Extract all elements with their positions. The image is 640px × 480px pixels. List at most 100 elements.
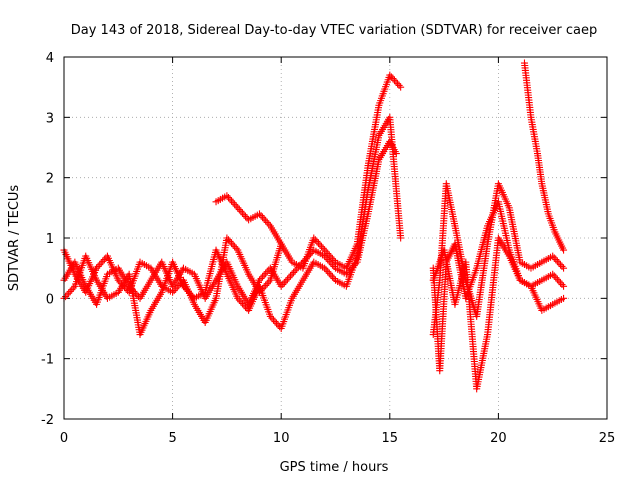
data-point bbox=[240, 211, 248, 219]
data-point bbox=[255, 276, 263, 284]
plot-frame bbox=[63, 56, 608, 420]
data-point bbox=[114, 276, 122, 284]
data-point bbox=[263, 280, 271, 288]
y-axis-label: SDTVAR / TECUs bbox=[7, 185, 22, 292]
data-point bbox=[228, 197, 236, 205]
data-point bbox=[386, 71, 394, 79]
data-point bbox=[324, 268, 332, 276]
data-point bbox=[175, 281, 183, 289]
data-point bbox=[552, 274, 560, 282]
y-tick-label: 4 bbox=[46, 51, 54, 66]
data-point bbox=[238, 209, 246, 217]
data-point bbox=[170, 287, 178, 295]
grid-lines bbox=[64, 57, 607, 419]
data-point bbox=[97, 259, 105, 267]
series-track-g bbox=[429, 234, 568, 393]
data-point bbox=[392, 78, 400, 86]
data-point bbox=[290, 268, 298, 276]
data-point bbox=[285, 274, 293, 282]
data-point bbox=[242, 303, 250, 311]
data-point bbox=[223, 192, 231, 200]
y-tick-label: 2 bbox=[46, 172, 54, 187]
x-tick-label: 25 bbox=[599, 431, 616, 446]
data-point bbox=[390, 76, 398, 84]
data-point bbox=[549, 252, 557, 260]
data-point bbox=[66, 287, 74, 295]
x-tick-label: 5 bbox=[168, 431, 176, 446]
data-point bbox=[234, 204, 242, 212]
data-point bbox=[397, 83, 405, 91]
data-point bbox=[560, 282, 568, 290]
data-point bbox=[238, 300, 246, 308]
data-point bbox=[311, 236, 319, 244]
data-point bbox=[291, 267, 299, 275]
data-point bbox=[257, 275, 265, 283]
data-point bbox=[186, 289, 194, 297]
data-point bbox=[287, 272, 295, 280]
x-tick-label: 0 bbox=[60, 431, 68, 446]
data-point bbox=[274, 321, 282, 329]
data-points bbox=[60, 59, 568, 393]
data-point bbox=[69, 284, 77, 292]
data-point bbox=[282, 277, 290, 285]
data-point bbox=[226, 195, 234, 203]
data-point bbox=[314, 239, 322, 247]
data-point bbox=[324, 250, 332, 258]
data-point bbox=[560, 294, 568, 302]
data-point bbox=[224, 193, 232, 201]
data-point bbox=[313, 237, 321, 245]
data-point bbox=[235, 296, 243, 304]
data-point bbox=[257, 212, 265, 220]
data-point bbox=[328, 255, 336, 263]
data-point bbox=[552, 256, 560, 264]
data-point bbox=[280, 279, 288, 287]
data-point bbox=[232, 244, 240, 252]
data-point bbox=[187, 291, 195, 299]
data-point bbox=[558, 262, 566, 270]
data-point bbox=[325, 269, 333, 277]
data-point bbox=[265, 278, 273, 286]
data-point bbox=[232, 202, 240, 210]
y-tick-label: -1 bbox=[41, 353, 54, 368]
data-point bbox=[265, 220, 273, 228]
data-point bbox=[183, 286, 191, 294]
data-point bbox=[169, 288, 177, 296]
data-point bbox=[279, 281, 287, 289]
data-point bbox=[99, 257, 107, 265]
data-point bbox=[327, 271, 335, 279]
data-point bbox=[133, 291, 141, 299]
data-point bbox=[269, 316, 277, 324]
chart-title: Day 143 of 2018, Sidereal Day-to-day VTE… bbox=[71, 23, 598, 38]
data-point bbox=[322, 266, 330, 274]
data-point bbox=[224, 236, 232, 244]
data-point bbox=[240, 301, 248, 309]
data-point bbox=[560, 264, 568, 272]
data-point bbox=[277, 282, 285, 290]
data-point bbox=[68, 286, 76, 294]
data-point bbox=[231, 200, 239, 208]
data-point bbox=[288, 270, 296, 278]
series-track-c bbox=[60, 113, 405, 339]
data-point bbox=[184, 287, 192, 295]
data-point bbox=[387, 73, 395, 81]
data-point bbox=[556, 261, 564, 269]
data-point bbox=[228, 239, 236, 247]
data-point bbox=[268, 314, 276, 322]
data-point bbox=[260, 271, 268, 279]
data-point bbox=[325, 251, 333, 259]
data-point bbox=[223, 234, 231, 242]
data-point bbox=[558, 281, 566, 289]
data-point bbox=[229, 199, 237, 207]
data-point bbox=[553, 257, 561, 265]
y-tick-label: 3 bbox=[46, 111, 54, 126]
data-point bbox=[273, 319, 281, 327]
data-point bbox=[259, 273, 267, 281]
data-point bbox=[556, 279, 564, 287]
data-point bbox=[237, 298, 245, 306]
data-point bbox=[94, 262, 102, 270]
data-point bbox=[560, 246, 568, 254]
data-point bbox=[549, 270, 557, 278]
data-point bbox=[330, 262, 338, 270]
data-point bbox=[255, 210, 263, 218]
